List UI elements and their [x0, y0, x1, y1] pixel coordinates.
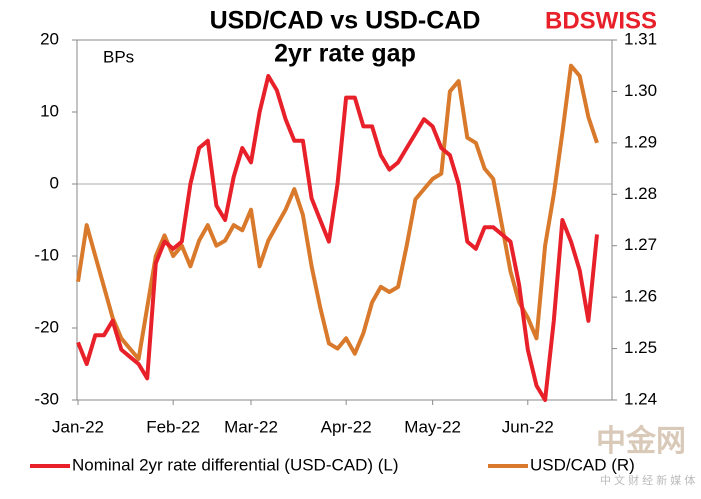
y-tick-label: 10	[40, 101, 59, 120]
x-tick-label: Mar-22	[224, 417, 278, 436]
y-axis-label: BPs	[103, 47, 134, 66]
y2-tick-label: 1.29	[624, 132, 657, 151]
watermark-sub: 中 文 财 经 新 媒 体	[600, 473, 695, 487]
watermark: 中金网	[596, 424, 686, 458]
chart-subtitle: 2yr rate gap	[274, 40, 416, 68]
legend-label: Nominal 2yr rate differential (USD-CAD) …	[72, 455, 399, 474]
y2-tick-label: 1.28	[624, 184, 657, 203]
x-tick-label: Feb-22	[146, 417, 200, 436]
y-tick-label: -10	[34, 245, 59, 264]
chart-title: USD/CAD vs USD-CAD	[210, 7, 481, 35]
x-tick-label: May-22	[404, 417, 461, 436]
y-tick-label: 20	[40, 29, 59, 48]
series-line	[76, 63, 599, 361]
legend-label: USD/CAD (R)	[530, 455, 635, 474]
x-tick-label: Jun-22	[502, 417, 554, 436]
y2-tick-label: 1.27	[624, 235, 657, 254]
y-tick-label: -30	[34, 389, 59, 408]
series-line	[76, 74, 599, 402]
y2-tick-label: 1.31	[624, 29, 657, 48]
y-tick-label: 0	[50, 173, 59, 192]
y2-tick-label: 1.25	[624, 338, 657, 357]
y2-tick-label: 1.26	[624, 287, 657, 306]
y2-tick-label: 1.24	[624, 389, 657, 408]
x-tick-label: Apr-22	[321, 417, 372, 436]
y-tick-label: -20	[34, 317, 59, 336]
x-tick-label: Jan-22	[52, 417, 104, 436]
logo: BDSWISS	[545, 7, 657, 34]
y2-tick-label: 1.30	[624, 81, 657, 100]
plot-frame	[76, 39, 613, 401]
